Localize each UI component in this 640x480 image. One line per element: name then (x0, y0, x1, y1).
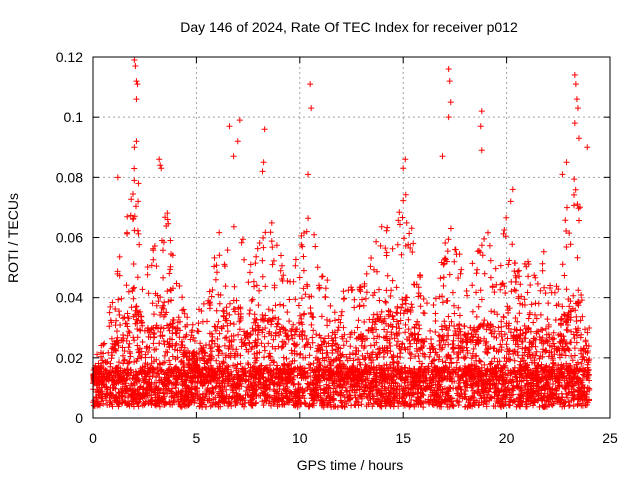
data-point (478, 147, 485, 154)
x-tick-label: 15 (395, 430, 411, 446)
data-point (574, 105, 581, 112)
data-point (226, 123, 233, 130)
data-point (133, 96, 140, 103)
data-point (133, 78, 140, 85)
data-point (447, 99, 454, 106)
data-point (439, 153, 446, 160)
y-tick-label: 0.12 (56, 49, 83, 65)
chart-title: Day 146 of 2024, Rate Of TEC Index for r… (180, 19, 518, 35)
data-point (134, 81, 141, 88)
y-tick-label: 0 (75, 410, 83, 426)
data-point (571, 120, 578, 127)
data-point (509, 186, 516, 193)
axis-ticks: 0 0.02 0.04 0.06 0.08 0.1 0.12 0 5 10 15 20 25 (56, 49, 618, 446)
data-point (135, 180, 142, 187)
data-point (230, 153, 237, 160)
x-tick-label: 20 (499, 430, 515, 446)
data-point (157, 162, 164, 169)
y-tick-label: 0.06 (56, 230, 83, 246)
y-tick-label: 0.02 (56, 350, 83, 366)
data-point (261, 126, 268, 133)
data-point (114, 174, 121, 181)
data-point (402, 156, 409, 163)
data-point (584, 144, 591, 151)
data-points (90, 57, 593, 411)
data-point (445, 114, 452, 121)
x-tick-label: 10 (292, 430, 308, 446)
data-point (563, 159, 570, 166)
data-point (507, 198, 514, 205)
data-point (308, 105, 315, 112)
data-point (478, 108, 485, 115)
data-point (400, 165, 407, 172)
data-point (133, 138, 140, 145)
data-point (131, 57, 138, 64)
data-point (156, 156, 163, 163)
data-point (158, 165, 165, 172)
x-axis-label: GPS time / hours (297, 457, 404, 473)
data-point (234, 138, 241, 145)
x-tick-label: 25 (602, 430, 618, 446)
data-point-cloud (90, 165, 593, 411)
data-point (571, 72, 578, 79)
data-point (132, 63, 139, 70)
data-point (260, 159, 267, 166)
data-point (575, 135, 582, 142)
data-point (305, 171, 312, 178)
data-point (445, 66, 452, 73)
data-point (236, 117, 243, 124)
data-point (259, 168, 266, 175)
x-tick-label: 5 (193, 430, 201, 446)
data-point (131, 144, 138, 151)
y-tick-label: 0.1 (64, 109, 84, 125)
data-point (573, 96, 580, 103)
data-point (446, 78, 453, 85)
y-axis-label: ROTI / TECUs (5, 193, 21, 283)
data-point (307, 81, 314, 88)
data-point (559, 171, 566, 178)
data-point (477, 123, 484, 130)
x-tick-label: 0 (89, 430, 97, 446)
y-tick-label: 0.08 (56, 169, 83, 185)
y-tick-label: 0.04 (56, 290, 83, 306)
data-point (572, 81, 579, 88)
